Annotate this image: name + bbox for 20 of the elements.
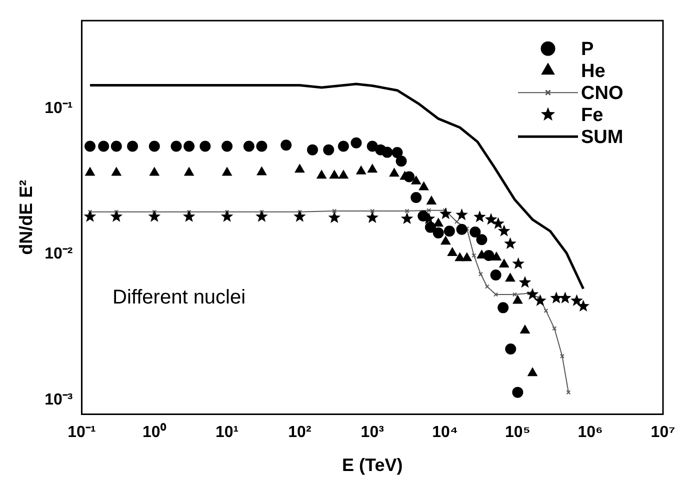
annotation: Different nuclei bbox=[112, 286, 246, 309]
legend-label: CNO bbox=[581, 82, 624, 104]
y-tick-label: 10⁻¹ bbox=[44, 100, 73, 117]
x-tick-label: 10⁴ bbox=[432, 424, 458, 442]
legend-label: P bbox=[581, 38, 594, 60]
legend-label: He bbox=[581, 60, 606, 82]
x-tick-label: 10⁷ bbox=[650, 424, 676, 442]
x-tick-label: 10⁻¹ bbox=[68, 424, 96, 442]
y-tick-label: 10⁻³ bbox=[44, 391, 73, 408]
x-tick-label: 10² bbox=[288, 424, 312, 442]
x-tick-label: 10⁶ bbox=[578, 424, 603, 442]
y-tick-label: 10⁻² bbox=[44, 246, 73, 263]
x-tick-label: 10¹ bbox=[215, 424, 239, 442]
x-tick-label: 10⁵ bbox=[505, 424, 530, 442]
x-tick-label: 10³ bbox=[360, 424, 384, 442]
x-tick-label: 10⁰ bbox=[142, 423, 166, 442]
legend-label: Fe bbox=[581, 104, 604, 126]
x-axis-title: E (TeV) bbox=[342, 455, 403, 476]
legend-label: SUM bbox=[581, 126, 624, 148]
y-axis-title: dN/dE E² bbox=[16, 180, 36, 255]
